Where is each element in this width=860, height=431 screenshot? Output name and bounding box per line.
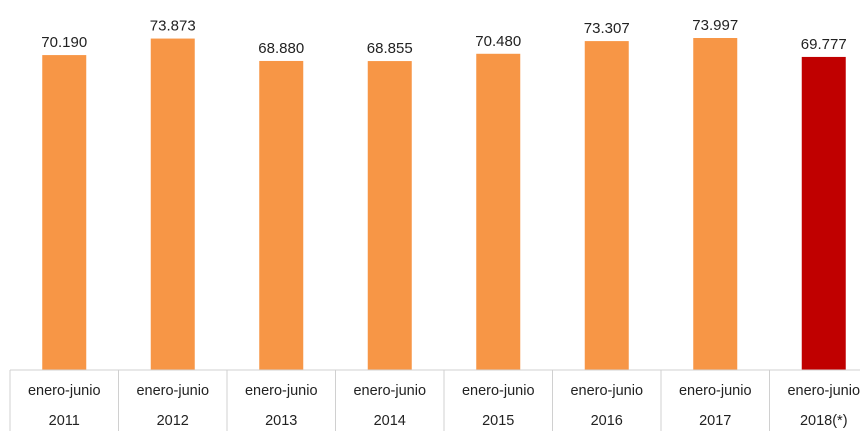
category-label-0-line-1: 2011: [49, 413, 80, 429]
category-label-3-line-0: enero-junio: [353, 383, 426, 399]
value-label-2: 68.880: [258, 40, 304, 57]
value-label-5: 73.307: [584, 20, 630, 37]
category-label-5-line-0: enero-junio: [570, 383, 643, 399]
value-label-6: 73.997: [692, 17, 738, 34]
bar-4: [476, 53, 521, 371]
bar-0: [42, 55, 87, 370]
category-label-2-line-0: enero-junio: [245, 383, 318, 399]
value-label-3: 68.855: [367, 40, 413, 57]
category-axis: enero-junio 2011 enero-junio 2012 enero-juni…: [9, 369, 860, 431]
category-label-6-line-0: enero-junio: [679, 383, 752, 399]
value-label-0: 70.190: [41, 34, 87, 51]
bar-3: [367, 61, 412, 371]
bar-5: [584, 41, 629, 371]
value-label-7: 69.777: [801, 36, 847, 53]
category-label-7-line-1: 2018(*): [800, 413, 848, 429]
bar-6: [693, 38, 738, 370]
bars-group: [42, 38, 846, 371]
category-label-5-line-1: 2016: [591, 413, 623, 429]
category-label-3-line-1: 2014: [374, 413, 406, 429]
value-label-4: 70.480: [475, 33, 521, 50]
bar-7: [801, 56, 846, 370]
value-label-1: 73.873: [150, 18, 196, 35]
category-label-1-line-0: enero-junio: [136, 383, 209, 399]
value-labels-group: 70.190 73.873 68.880 68.855 70.480 73.307 73.9…: [41, 17, 846, 57]
category-label-4-line-0: enero-junio: [462, 383, 535, 399]
bar-2: [259, 60, 304, 370]
category-label-1-line-1: 2012: [157, 413, 189, 429]
category-label-2-line-1: 2013: [265, 413, 297, 429]
category-label-0-line-0: enero-junio: [28, 383, 101, 399]
bar-1: [150, 38, 195, 371]
category-label-6-line-1: 2017: [699, 413, 731, 429]
category-label-4-line-1: 2015: [482, 413, 514, 429]
category-label-7-line-0: enero-junio: [787, 383, 860, 399]
